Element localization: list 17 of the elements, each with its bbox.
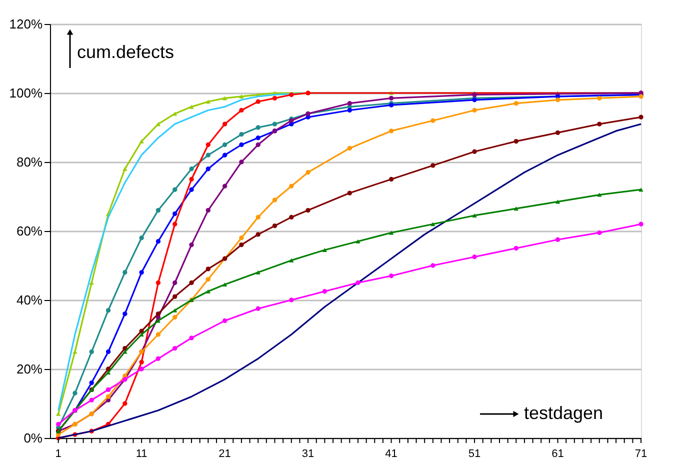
x-tick-label: 61 xyxy=(552,448,564,460)
annotation: testdagen xyxy=(524,403,604,423)
y-tick-label: 20% xyxy=(16,362,43,376)
y-tick-label: 120% xyxy=(9,16,43,32)
y-tick-label: 0% xyxy=(24,430,43,446)
x-tick-label: 41 xyxy=(385,448,398,460)
y-tick-label: 40% xyxy=(16,292,43,308)
y-tick-label: 80% xyxy=(16,154,43,170)
annotation: cum.defects xyxy=(77,42,174,62)
x-tick-label: 31 xyxy=(302,448,314,460)
y-tick-label: 60% xyxy=(16,224,43,238)
y-tick-label: 100% xyxy=(9,86,43,100)
x-tick-label: 1 xyxy=(55,448,62,460)
x-tick-label: 11 xyxy=(136,448,148,460)
x-tick-label: 71 xyxy=(634,448,648,460)
x-tick-label: 21 xyxy=(218,448,231,460)
x-tick-label: 51 xyxy=(468,448,481,460)
